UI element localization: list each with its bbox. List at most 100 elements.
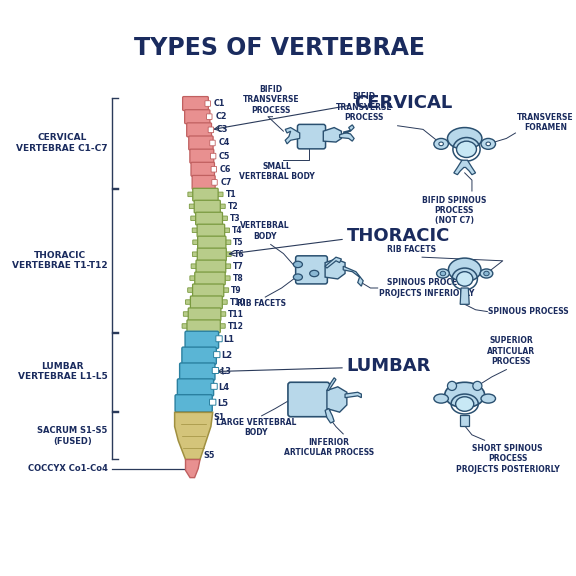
Polygon shape	[340, 125, 354, 141]
Text: L3: L3	[220, 367, 231, 376]
FancyBboxPatch shape	[189, 136, 213, 150]
Ellipse shape	[473, 381, 482, 391]
Ellipse shape	[456, 397, 473, 411]
FancyBboxPatch shape	[197, 224, 225, 237]
FancyBboxPatch shape	[183, 312, 191, 316]
Text: RIB FACETS: RIB FACETS	[386, 245, 435, 253]
Polygon shape	[327, 387, 347, 412]
Text: T3: T3	[230, 214, 240, 223]
Ellipse shape	[293, 262, 302, 268]
Text: CERVICAL
VERTEBRAE C1-C7: CERVICAL VERTEBRAE C1-C7	[16, 133, 108, 153]
Text: LUMBAR
VERTEBRAE L1-L5: LUMBAR VERTEBRAE L1-L5	[18, 362, 108, 381]
Polygon shape	[323, 127, 342, 142]
Text: BIFID
TRANSVERSE
PROCESS: BIFID TRANSVERSE PROCESS	[242, 85, 299, 115]
Text: THORACIC
VERTEBRAE T1-T12: THORACIC VERTEBRAE T1-T12	[12, 251, 108, 270]
FancyBboxPatch shape	[222, 288, 229, 293]
FancyBboxPatch shape	[188, 288, 195, 293]
FancyBboxPatch shape	[183, 97, 209, 111]
Polygon shape	[185, 460, 200, 478]
Polygon shape	[175, 412, 213, 460]
FancyBboxPatch shape	[188, 192, 195, 196]
FancyBboxPatch shape	[196, 212, 222, 225]
FancyBboxPatch shape	[193, 240, 200, 244]
FancyBboxPatch shape	[216, 192, 223, 196]
FancyBboxPatch shape	[195, 272, 225, 285]
FancyBboxPatch shape	[219, 312, 226, 316]
FancyBboxPatch shape	[190, 149, 214, 163]
Ellipse shape	[448, 381, 457, 391]
Ellipse shape	[484, 271, 489, 276]
Polygon shape	[285, 127, 300, 144]
Text: T12: T12	[228, 322, 244, 331]
Text: T2: T2	[228, 202, 238, 211]
FancyBboxPatch shape	[220, 216, 228, 221]
Text: INFERIOR
ARTICULAR PROCESS: INFERIOR ARTICULAR PROCESS	[283, 438, 374, 457]
FancyBboxPatch shape	[190, 276, 197, 281]
Text: COCCYX Co1-Co4: COCCYX Co1-Co4	[28, 464, 108, 473]
Text: C1: C1	[214, 99, 225, 108]
Text: L5: L5	[217, 399, 228, 408]
FancyBboxPatch shape	[223, 276, 230, 281]
FancyBboxPatch shape	[198, 236, 226, 249]
FancyBboxPatch shape	[192, 176, 215, 190]
Polygon shape	[325, 257, 342, 268]
Text: T6: T6	[233, 250, 244, 259]
Text: SHORT SPINOUS
PROCESS
PROJECTS POSTERIORLY: SHORT SPINOUS PROCESS PROJECTS POSTERIOR…	[456, 444, 559, 473]
FancyBboxPatch shape	[212, 180, 217, 185]
Ellipse shape	[480, 269, 493, 278]
Text: VERTEBRAL
BODY: VERTEBRAL BODY	[240, 221, 290, 241]
FancyBboxPatch shape	[211, 166, 217, 172]
Ellipse shape	[445, 382, 484, 408]
FancyBboxPatch shape	[218, 324, 225, 328]
Ellipse shape	[486, 142, 491, 146]
Ellipse shape	[481, 138, 495, 149]
Text: SPINOUS PROCESS: SPINOUS PROCESS	[488, 307, 569, 316]
Text: LARGE VERTEBRAL
BODY: LARGE VERTEBRAL BODY	[216, 418, 297, 437]
Text: T10: T10	[230, 298, 245, 307]
Text: THORACIC: THORACIC	[347, 228, 450, 245]
Polygon shape	[460, 415, 469, 426]
FancyBboxPatch shape	[185, 331, 219, 348]
FancyBboxPatch shape	[220, 300, 227, 304]
Text: C4: C4	[218, 138, 230, 147]
Text: S5: S5	[204, 452, 215, 460]
Ellipse shape	[448, 127, 482, 149]
FancyBboxPatch shape	[210, 399, 216, 405]
Ellipse shape	[434, 394, 448, 403]
Ellipse shape	[457, 141, 476, 157]
Ellipse shape	[448, 258, 481, 282]
Text: C6: C6	[219, 165, 231, 174]
Text: T11: T11	[228, 310, 244, 319]
FancyBboxPatch shape	[193, 188, 218, 201]
Polygon shape	[460, 288, 469, 304]
FancyBboxPatch shape	[190, 204, 196, 209]
FancyBboxPatch shape	[187, 320, 220, 332]
Text: T4: T4	[232, 226, 242, 235]
Text: S1: S1	[214, 414, 225, 422]
Text: L1: L1	[223, 335, 234, 344]
Text: L4: L4	[219, 383, 230, 392]
Text: C5: C5	[219, 151, 230, 161]
FancyBboxPatch shape	[192, 252, 199, 256]
Polygon shape	[345, 392, 361, 397]
FancyBboxPatch shape	[222, 228, 230, 233]
Ellipse shape	[293, 274, 302, 281]
Text: LUMBAR: LUMBAR	[347, 357, 431, 375]
Ellipse shape	[481, 394, 495, 403]
Text: TYPES OF VERTEBRAE: TYPES OF VERTEBRAE	[134, 36, 425, 60]
FancyBboxPatch shape	[214, 351, 220, 358]
FancyBboxPatch shape	[185, 109, 210, 124]
FancyBboxPatch shape	[188, 308, 221, 321]
Polygon shape	[343, 266, 363, 286]
Text: C3: C3	[217, 126, 228, 134]
FancyBboxPatch shape	[297, 124, 325, 149]
FancyBboxPatch shape	[191, 216, 198, 221]
Text: BIFID SPINOUS
PROCESS
(NOT C7): BIFID SPINOUS PROCESS (NOT C7)	[422, 195, 487, 225]
FancyBboxPatch shape	[210, 140, 215, 146]
FancyBboxPatch shape	[218, 204, 225, 209]
FancyBboxPatch shape	[223, 240, 231, 244]
FancyBboxPatch shape	[208, 127, 214, 132]
FancyBboxPatch shape	[288, 382, 329, 416]
Polygon shape	[454, 160, 476, 175]
FancyBboxPatch shape	[196, 260, 226, 273]
